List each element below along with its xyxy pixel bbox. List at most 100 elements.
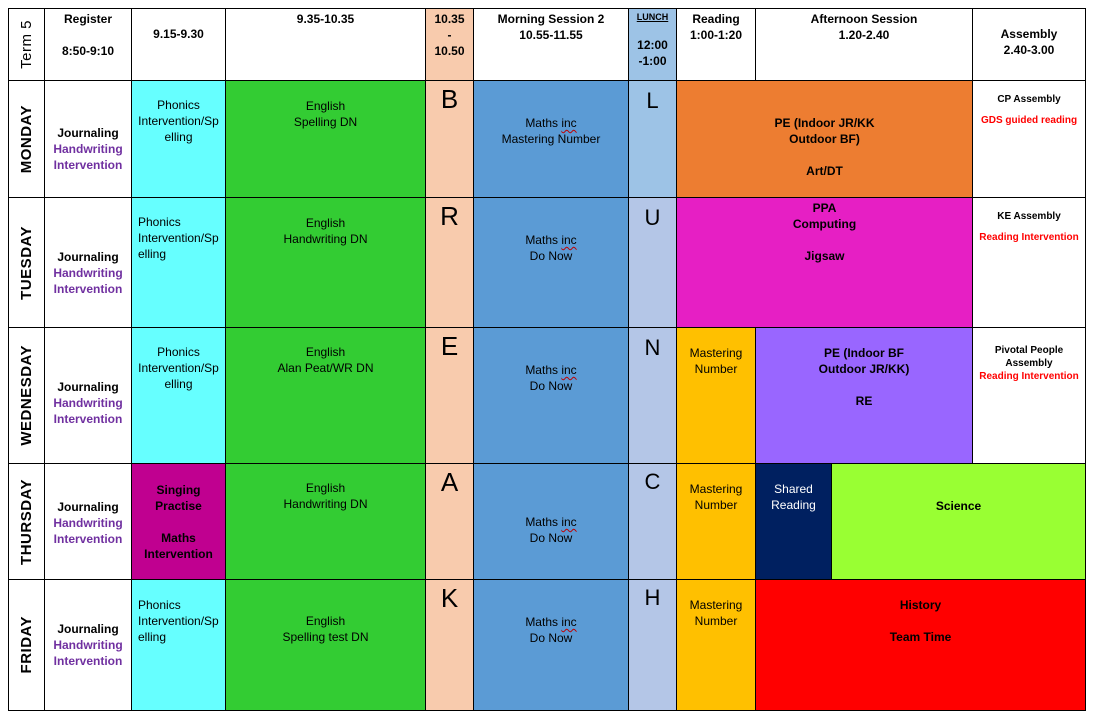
phonics-line1: Phonics: [138, 598, 181, 612]
maths-line2: Do Now: [529, 379, 573, 393]
mastering-line2: Number: [694, 614, 738, 628]
ppa-label: PPA: [812, 201, 837, 215]
maths-line1: Maths inc: [525, 614, 576, 630]
assembly-note: Reading Intervention: [979, 232, 1079, 243]
mastering-line2: Number: [694, 362, 738, 376]
assembly-name-line1: Pivotal People: [994, 345, 1064, 356]
register-journaling: Journaling: [57, 622, 119, 636]
break-time-dash: -: [447, 28, 452, 42]
assembly-title: Assembly: [1000, 27, 1058, 41]
friday-english: English Spelling test DN: [225, 579, 426, 711]
thursday-english: English Handwriting DN: [225, 463, 426, 580]
day-label-friday: FRIDAY: [17, 616, 35, 674]
shared-line1: Shared: [774, 482, 813, 496]
tuesday-phonics: Phonics Intervention/Sp elling: [131, 197, 226, 328]
english-title: English: [305, 345, 346, 359]
break-letter: K: [440, 583, 459, 613]
phonics-line1: Phonics: [157, 98, 200, 112]
maths-line1: Maths inc: [525, 514, 576, 530]
pe-line2: Outdoor JR/KK): [818, 362, 910, 376]
phonics-line1: Phonics: [138, 215, 181, 229]
maths-inc: inc: [561, 116, 577, 130]
english-title: English: [305, 99, 346, 113]
maths-line1: Maths inc: [525, 362, 576, 378]
singing-line2: Practise: [155, 499, 202, 513]
wednesday-break: E: [425, 327, 474, 464]
break-header: 10.35 - 10.50: [425, 8, 474, 81]
afternoon-title: Afternoon Session: [810, 12, 918, 26]
thursday-lunch: C: [628, 463, 677, 580]
tuesday-register: Journaling Handwriting Intervention: [44, 197, 132, 328]
maths-line2: Do Now: [529, 531, 573, 545]
singing-line1: Singing: [156, 483, 201, 497]
register-journaling: Journaling: [57, 249, 119, 264]
register-time: 8:50-9:10: [61, 44, 115, 58]
wednesday-register: Journaling Handwriting Intervention: [44, 327, 132, 464]
phonics-line2: Intervention/Sp: [138, 614, 219, 628]
day-label-wednesday: WEDNESDAY: [17, 345, 35, 446]
thursday-break: A: [425, 463, 474, 580]
monday-break: B: [425, 80, 474, 198]
maths-inc: inc: [561, 615, 577, 629]
english-title: English: [305, 614, 346, 628]
register-journaling: Journaling: [57, 126, 119, 140]
friday-maths: Maths inc Do Now: [473, 579, 629, 711]
assembly-note: Reading Intervention: [979, 371, 1079, 382]
friday-break: K: [425, 579, 474, 711]
thursday-label-cell: THURSDAY: [8, 463, 45, 580]
phonics-line3: elling: [164, 130, 193, 144]
register-journaling: Journaling: [57, 379, 119, 394]
register-intervention: Intervention: [53, 158, 123, 172]
assembly-name: CP Assembly: [997, 94, 1061, 105]
assembly-name: KE Assembly: [997, 211, 1061, 222]
day-label-monday: MONDAY: [17, 104, 35, 174]
phonics-line2: Intervention/Sp: [138, 361, 219, 375]
slot2-time: 9.35-10.35: [296, 12, 355, 26]
monday-lunch: L: [628, 80, 677, 198]
maths-line2: Mastering Number: [501, 132, 601, 146]
monday-label-cell: MONDAY: [8, 80, 45, 198]
lunch-time-end: -1:00: [638, 54, 667, 68]
day-label-tuesday: TUESDAY: [17, 225, 35, 300]
thursday-register: Journaling Handwriting Intervention: [44, 463, 132, 580]
wednesday-lunch: N: [628, 327, 677, 464]
register-handwriting: Handwriting: [53, 265, 123, 280]
lunch-time-start: 12:00: [637, 38, 668, 52]
break-letter: A: [440, 467, 459, 497]
maths-word: Maths: [525, 116, 562, 130]
monday-register: Journaling Handwriting Intervention: [44, 80, 132, 198]
tuesday-lunch: U: [628, 197, 677, 328]
friday-register: Journaling Handwriting Intervention: [44, 579, 132, 711]
wednesday-pe: PE (Indoor BF Outdoor JR/KK) RE: [755, 327, 973, 464]
thursday-maths: Maths inc Do Now: [473, 463, 629, 580]
maths-inc: inc: [561, 233, 577, 247]
thursday-singing: Singing Practise Maths Intervention: [131, 463, 226, 580]
wednesday-mastering: Mastering Number: [676, 327, 756, 464]
break-time-start: 10.35: [434, 12, 465, 26]
term-header: Term 5: [8, 8, 45, 81]
maths-line2: Do Now: [529, 631, 573, 645]
register-title: Register: [63, 12, 113, 26]
maths-word: Maths: [525, 363, 562, 377]
lunch-letter: U: [644, 205, 661, 230]
computing-label: Computing: [792, 217, 857, 231]
assembly-name-line2: Assembly: [1005, 358, 1053, 369]
register-header: Register 8:50-9:10: [44, 8, 132, 81]
day-label-thursday: THURSDAY: [17, 478, 35, 565]
morning2-header: Morning Session 2 10.55-11.55: [473, 8, 629, 81]
english-detail: Handwriting DN: [283, 497, 368, 511]
english-detail: Handwriting DN: [283, 232, 368, 246]
pe-line1: PE (Indoor JR/KK: [774, 116, 875, 130]
register-handwriting: Handwriting: [53, 515, 123, 530]
maths-word: Maths: [525, 615, 562, 629]
tuesday-break: R: [425, 197, 474, 328]
maths-inc: inc: [561, 363, 577, 377]
thursday-shared-reading: Shared Reading: [755, 463, 832, 580]
tuesday-maths: Maths inc Do Now: [473, 197, 629, 328]
lunch-letter: C: [644, 469, 661, 494]
lunch-title: LUNCH: [636, 12, 669, 22]
morning2-title: Morning Session 2: [497, 12, 605, 26]
maths-int-line2: Intervention: [144, 547, 213, 561]
break-letter: B: [440, 84, 459, 114]
maths-int-line1: Maths: [161, 531, 196, 545]
